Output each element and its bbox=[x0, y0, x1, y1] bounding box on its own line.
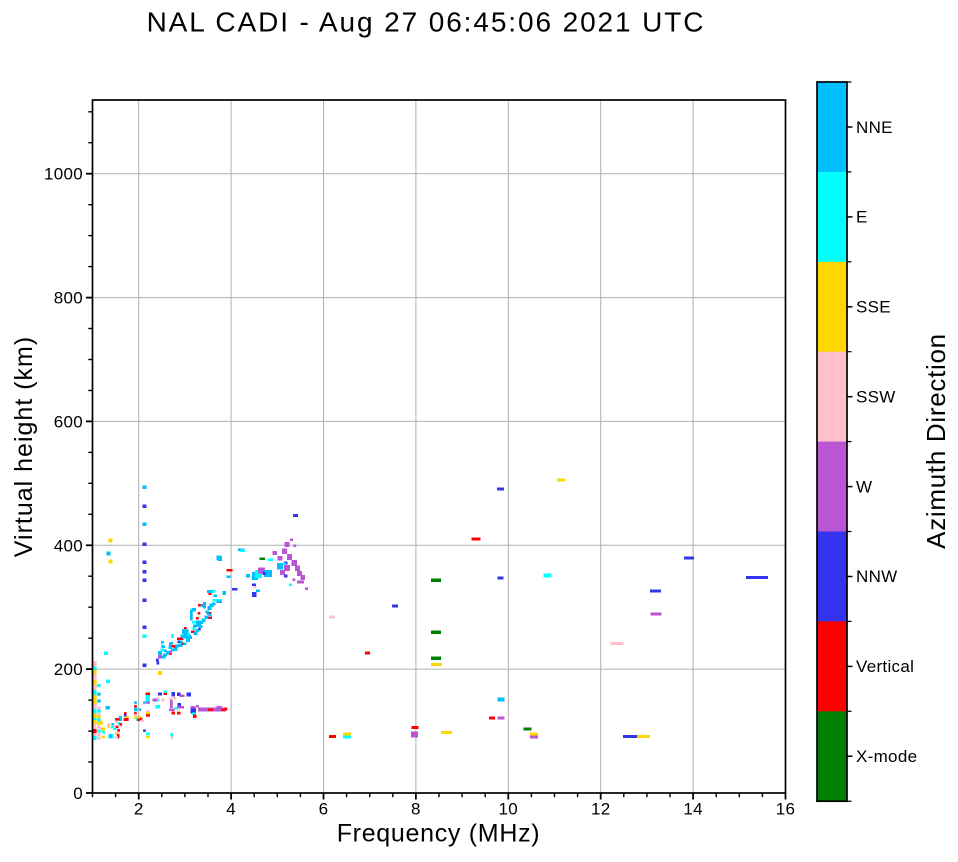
svg-text:E: E bbox=[856, 208, 868, 227]
svg-text:Vertical: Vertical bbox=[856, 657, 914, 676]
svg-text:NNW: NNW bbox=[856, 567, 898, 586]
svg-text:16: 16 bbox=[776, 800, 796, 819]
svg-text:SSE: SSE bbox=[856, 298, 891, 317]
svg-text:600: 600 bbox=[54, 412, 83, 431]
svg-text:12: 12 bbox=[591, 800, 611, 819]
svg-text:400: 400 bbox=[54, 536, 83, 555]
svg-text:6: 6 bbox=[319, 800, 329, 819]
svg-text:4: 4 bbox=[226, 800, 236, 819]
svg-text:NAL CADI - Aug 27 06:45:06 202: NAL CADI - Aug 27 06:45:06 2021 UTC bbox=[147, 7, 706, 38]
svg-text:14: 14 bbox=[683, 800, 703, 819]
svg-text:Azimuth Direction: Azimuth Direction bbox=[921, 333, 951, 549]
svg-text:1000: 1000 bbox=[44, 165, 83, 184]
svg-text:10: 10 bbox=[499, 800, 519, 819]
svg-text:0: 0 bbox=[73, 784, 83, 803]
svg-text:X-mode: X-mode bbox=[856, 747, 917, 766]
svg-text:W: W bbox=[856, 477, 872, 496]
svg-text:Frequency (MHz): Frequency (MHz) bbox=[337, 820, 541, 848]
svg-text:NNE: NNE bbox=[856, 118, 893, 137]
svg-text:2: 2 bbox=[134, 800, 144, 819]
svg-text:8: 8 bbox=[411, 800, 421, 819]
svg-text:800: 800 bbox=[54, 289, 83, 308]
svg-text:Virtual height (km): Virtual height (km) bbox=[10, 336, 38, 557]
svg-text:SSW: SSW bbox=[856, 388, 896, 407]
svg-text:200: 200 bbox=[54, 660, 83, 679]
